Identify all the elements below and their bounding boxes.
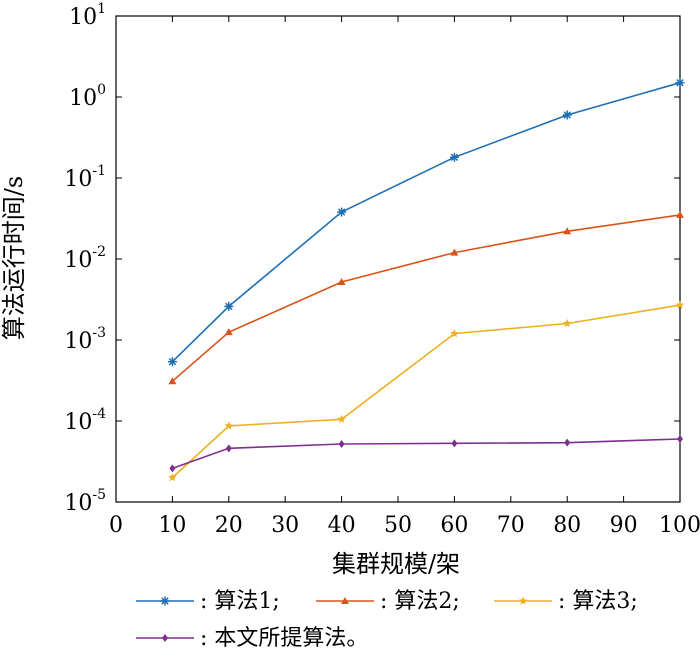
data-point (676, 210, 684, 218)
x-tick-label: 60 (440, 513, 468, 538)
x-tick-label: 20 (215, 513, 243, 538)
series-line (171, 304, 681, 479)
data-point (451, 439, 458, 448)
point-marker (337, 208, 346, 216)
point-marker (162, 634, 168, 642)
point-marker (676, 79, 684, 87)
legend: : 算法1; : 算法2; : 算法3; : 本文所提算法。 (136, 589, 638, 651)
y-tick-label: 10-3 (64, 325, 106, 354)
data-point (449, 152, 459, 162)
point-marker (169, 464, 176, 473)
y-tick-label: 10-2 (64, 244, 106, 273)
series-4 (169, 434, 683, 473)
data-point (224, 301, 234, 311)
point-marker (676, 210, 684, 218)
point-marker (677, 434, 683, 443)
x-tick-label: 40 (328, 513, 356, 538)
x-tick-label: 50 (384, 513, 412, 538)
y-tick-label: 10-1 (64, 163, 106, 192)
data-point (562, 110, 572, 120)
point-marker (224, 421, 234, 430)
point-marker (450, 329, 459, 338)
legend-entry-3: : 算法3; (494, 589, 638, 614)
data-point (168, 377, 177, 385)
series-line (171, 214, 681, 382)
point-marker (337, 278, 346, 286)
legend-label: : 算法1; (200, 589, 280, 614)
data-point (337, 414, 346, 423)
data-point (675, 300, 685, 309)
point-marker (451, 439, 458, 448)
x-tick-label: 10 (158, 513, 186, 538)
point-marker (168, 357, 177, 366)
series-1 (167, 78, 685, 367)
point-marker (450, 153, 459, 162)
series-layer (167, 78, 685, 482)
data-point (563, 227, 572, 235)
legend-label: : 算法3; (558, 589, 638, 614)
point-marker (337, 414, 346, 423)
point-marker (518, 596, 528, 605)
point-marker (564, 438, 571, 447)
x-tick-label: 0 (109, 513, 123, 538)
legend-label: : 本文所提算法。 (200, 626, 368, 651)
series-3 (168, 300, 685, 482)
data-point (675, 78, 685, 88)
point-marker (338, 440, 345, 449)
point-marker (562, 319, 572, 328)
y-tick-label: 10-5 (64, 487, 106, 516)
data-point (450, 248, 459, 256)
y-tick-label: 10-4 (64, 406, 106, 435)
series-2 (168, 210, 684, 385)
data-point (677, 434, 683, 443)
point-marker (168, 473, 177, 482)
data-point (450, 329, 459, 338)
x-axis-title: 集群规模/架 (332, 550, 460, 578)
y-tick-label: 101 (69, 1, 106, 30)
x-tick-label: 100 (659, 513, 700, 538)
x-tick-label: 70 (497, 513, 525, 538)
data-point (338, 440, 345, 449)
data-point (224, 421, 234, 430)
x-tick-label: 80 (553, 513, 581, 538)
data-point (337, 207, 347, 217)
x-tick-label: 90 (610, 513, 638, 538)
data-point (169, 464, 176, 473)
legend-entry-4: : 本文所提算法。 (136, 626, 368, 651)
point-marker (563, 111, 571, 119)
point-marker (168, 377, 177, 385)
point-marker (450, 248, 459, 256)
point-marker (563, 227, 572, 235)
legend-entry-1: : 算法1; (136, 589, 280, 614)
point-marker (224, 328, 233, 336)
data-point (564, 438, 571, 447)
legend-label: : 算法2; (380, 589, 460, 614)
plot-area (115, 15, 681, 503)
legend-entry-2: : 算法2; (316, 589, 460, 614)
ticks-layer: 0 10 20 30 40 50 60 70 80 90 100 10-5 10-4 10-3 10-2 10… (64, 1, 700, 538)
point-marker (675, 300, 685, 309)
x-tick-label: 30 (271, 513, 299, 538)
series-line (172, 438, 681, 470)
data-point (337, 278, 346, 286)
point-marker (225, 444, 232, 453)
series-line (171, 81, 681, 363)
data-point (562, 319, 572, 328)
data-point (168, 473, 177, 482)
data-point (167, 357, 177, 367)
y-tick-label: 100 (69, 82, 106, 111)
point-marker (161, 597, 169, 605)
point-marker (225, 302, 233, 311)
plot-frame (115, 15, 681, 503)
point-marker (341, 597, 349, 604)
data-point (224, 328, 233, 336)
y-axis-title: 算法运行时间/s (0, 176, 28, 340)
data-point (225, 444, 232, 453)
